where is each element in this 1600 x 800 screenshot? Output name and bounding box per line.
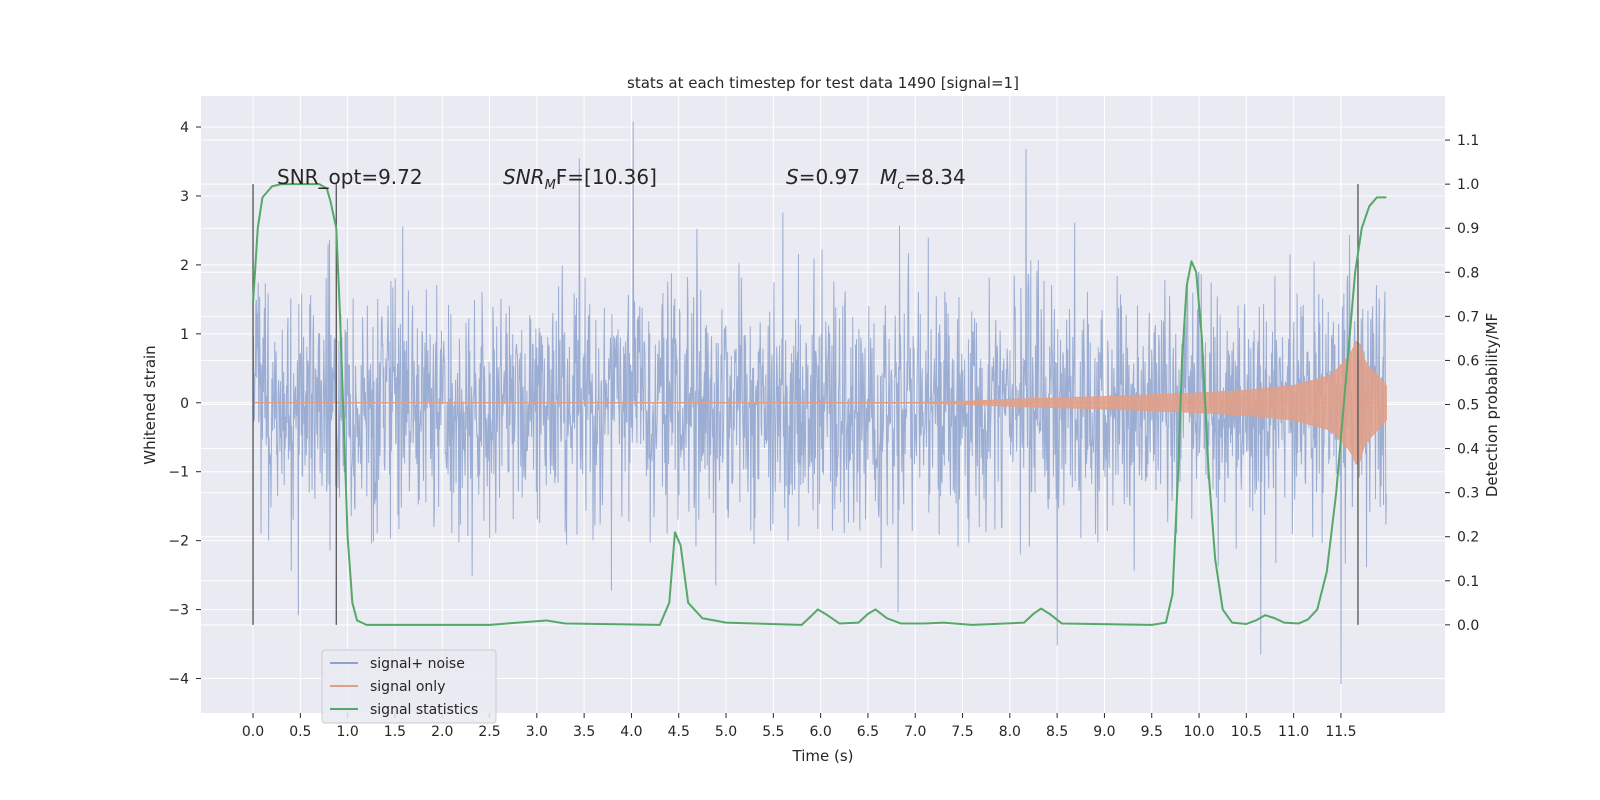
y-tick-label: −4	[168, 672, 189, 688]
y-tick-label: −1	[168, 465, 189, 481]
y-tick-label: 2	[180, 258, 189, 274]
legend-label-signal-only: signal only	[370, 679, 445, 695]
x-tick-label: 5.5	[762, 724, 784, 740]
x-tick-label: 5.0	[715, 724, 737, 740]
axis-ticks: 0.0 0.5 1.0 1.5 2.0 2.5 3.0 3.5 4.0 4.5 5.0 5.5 6.0 6…	[168, 120, 1479, 740]
s-symbol: S	[786, 165, 799, 189]
y-tick-label: 3	[180, 189, 189, 205]
mc-annotation: Mc=8.34	[880, 165, 966, 193]
x-tick-label: 10.5	[1231, 724, 1262, 740]
y-tick-label: −2	[168, 534, 189, 550]
x-tick-label: 3.5	[573, 724, 595, 740]
y-right-tick-label: 0.0	[1457, 618, 1479, 634]
signal-statistics-line	[252, 183, 1387, 626]
y-right-tick-label: 0.3	[1457, 486, 1479, 502]
signal-only-series	[253, 340, 1387, 465]
signal-statistics-series	[252, 183, 1387, 626]
x-tick-label: 1.5	[384, 724, 406, 740]
x-tick-label: 6.5	[857, 724, 879, 740]
x-tick-label: 11.5	[1325, 724, 1356, 740]
y-tick-label: 0	[180, 396, 189, 412]
signal-noise-series	[252, 121, 1387, 685]
y-tick-label: −3	[168, 603, 189, 619]
y-right-tick-label: 1.0	[1457, 177, 1479, 193]
y-tick-label: 4	[180, 120, 189, 136]
x-tick-label: 9.0	[1093, 724, 1115, 740]
x-tick-label: 2.5	[478, 724, 500, 740]
signal-noise-line	[252, 121, 1387, 685]
y-right-tick-label: 0.7	[1457, 309, 1479, 325]
x-tick-label: 0.0	[242, 724, 264, 740]
mc-subscript: c	[897, 178, 904, 193]
x-tick-label: 4.0	[620, 724, 642, 740]
x-tick-label: 8.5	[1046, 724, 1068, 740]
x-tick-label: 1.0	[336, 724, 358, 740]
x-tick-label: 6.0	[810, 724, 832, 740]
x-tick-label: 11.0	[1278, 724, 1309, 740]
s-value: =0.97	[799, 165, 860, 189]
y-right-tick-label: 1.1	[1457, 133, 1479, 149]
legend: signal+ noise signal only signal statist…	[321, 649, 497, 724]
snr-mf-symbol: SNR	[503, 165, 545, 189]
y-right-tick-label: 0.9	[1457, 221, 1479, 237]
legend-box	[321, 649, 497, 724]
y-right-tick-label: 0.1	[1457, 574, 1479, 590]
y-axis-right-label: Detection probability/MF	[1483, 313, 1501, 497]
x-axis-label: Time (s)	[792, 747, 854, 765]
x-tick-label: 8.0	[999, 724, 1021, 740]
x-tick-label: 3.0	[526, 724, 548, 740]
x-tick-label: 4.5	[668, 724, 690, 740]
snr-mf-subscript: M	[545, 178, 556, 193]
x-tick-label: 7.5	[951, 724, 973, 740]
snr-mf-annotation: SNRMF=[10.36]	[503, 165, 657, 193]
snr-mf-value: F=[10.36]	[556, 165, 657, 189]
x-tick-label: 7.0	[904, 724, 926, 740]
y-right-tick-label: 0.5	[1457, 398, 1479, 414]
legend-label-signal-noise: signal+ noise	[370, 656, 465, 672]
x-tick-label: 10.0	[1183, 724, 1214, 740]
y-axis-label: Whitened strain	[141, 345, 159, 464]
x-tick-label: 9.5	[1141, 724, 1163, 740]
x-tick-label: 0.5	[289, 724, 311, 740]
mc-symbol: M	[880, 165, 897, 189]
y-right-tick-label: 0.4	[1457, 442, 1479, 458]
s-annotation: S=0.97	[786, 165, 860, 189]
legend-label-signal-statistics: signal statistics	[370, 702, 478, 718]
y-right-tick-label: 0.8	[1457, 265, 1479, 281]
snr-opt-annotation: SNR_opt=9.72	[277, 165, 423, 189]
y-right-tick-label: 0.6	[1457, 353, 1479, 369]
x-tick-label: 2.0	[431, 724, 453, 740]
chart-title: stats at each timestep for test data 149…	[627, 74, 1019, 92]
y-right-tick-label: 0.2	[1457, 530, 1479, 546]
y-tick-label: 1	[180, 327, 189, 343]
mc-value: =8.34	[904, 165, 965, 189]
